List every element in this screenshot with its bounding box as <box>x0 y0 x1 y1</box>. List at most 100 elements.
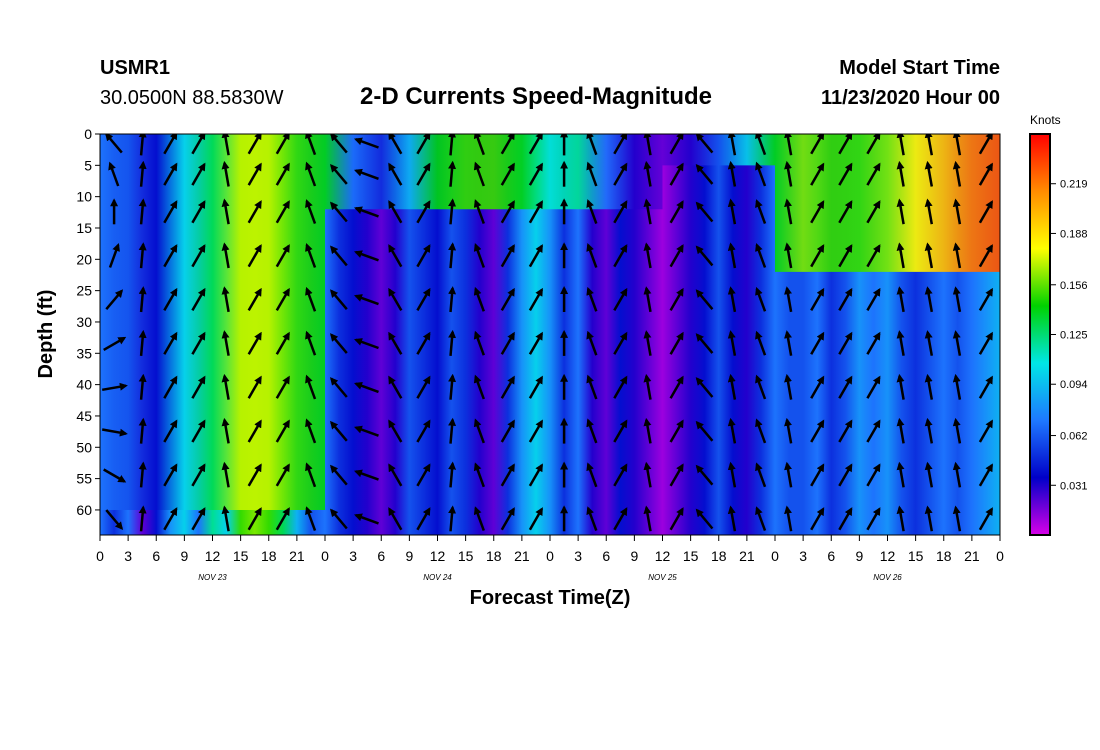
y-tick-label: 50 <box>76 439 92 455</box>
current-vector <box>247 419 262 443</box>
current-vector <box>924 242 934 269</box>
current-vector <box>613 463 628 487</box>
current-vector <box>528 331 543 355</box>
current-vector <box>755 286 767 312</box>
current-vector <box>416 134 431 155</box>
current-vector <box>695 333 714 354</box>
current-vector <box>388 200 403 224</box>
current-vector <box>105 289 124 311</box>
current-vector <box>952 373 962 400</box>
current-vector <box>643 461 652 488</box>
current-vector <box>103 336 127 351</box>
current-vector <box>191 287 206 312</box>
current-vector <box>500 331 515 355</box>
colorbar-tick-label: 0.188 <box>1060 228 1088 240</box>
x-tick-label: 0 <box>546 548 554 564</box>
current-vector <box>896 160 905 187</box>
current-vector <box>163 331 178 355</box>
current-vector <box>643 134 652 156</box>
current-vector <box>221 286 230 313</box>
current-vector <box>305 199 317 225</box>
current-vector <box>952 286 962 313</box>
y-tick-label: 0 <box>84 126 92 142</box>
current-vector <box>163 244 178 268</box>
current-vector <box>330 377 348 398</box>
current-vector <box>473 330 485 356</box>
current-vector <box>978 463 993 487</box>
current-vector <box>586 418 598 444</box>
x-tick-label: 21 <box>514 548 530 564</box>
current-vector <box>838 287 853 312</box>
y-tick-label: 60 <box>76 502 92 518</box>
current-vector <box>138 417 147 444</box>
current-vector <box>755 506 767 532</box>
current-vector <box>669 162 684 186</box>
current-vector <box>500 507 515 531</box>
current-vector <box>695 134 714 154</box>
current-vector <box>163 134 178 155</box>
current-vector <box>810 162 825 186</box>
x-tick-label: 12 <box>880 548 896 564</box>
current-vector <box>586 199 598 225</box>
current-vector <box>810 507 825 531</box>
current-vector <box>727 505 737 532</box>
current-vector <box>669 287 684 312</box>
colorbar-tick-label: 0.031 <box>1060 480 1088 492</box>
current-vector <box>191 244 206 268</box>
current-vector <box>952 461 962 488</box>
x-tick-label: 0 <box>996 548 1004 564</box>
current-vector <box>727 330 737 356</box>
current-vector <box>416 200 431 224</box>
current-vector <box>896 373 905 400</box>
current-vector <box>305 374 317 400</box>
current-vector <box>810 200 825 224</box>
current-vector <box>586 374 598 400</box>
x-tick-label: 0 <box>321 548 329 564</box>
x-tick-label: 15 <box>458 548 474 564</box>
current-vector <box>784 242 793 269</box>
current-vector <box>138 461 147 488</box>
colorbar-tick-label: 0.156 <box>1060 280 1088 292</box>
current-vector <box>275 419 290 443</box>
current-vector <box>388 162 403 186</box>
current-vector <box>669 134 684 155</box>
x-tick-label: 12 <box>655 548 671 564</box>
current-vector <box>695 201 714 223</box>
current-vector <box>416 463 431 487</box>
current-vector <box>105 134 123 154</box>
current-vector <box>330 201 348 223</box>
current-vector <box>784 461 793 488</box>
current-vector <box>163 463 178 487</box>
current-vector <box>952 198 962 225</box>
x-tick-label: 3 <box>799 548 807 564</box>
current-vector <box>810 287 825 312</box>
colorbar-units: Knots <box>1030 113 1061 127</box>
current-vector <box>354 469 379 481</box>
current-vector <box>191 134 206 155</box>
current-vector <box>784 286 793 313</box>
x-tick-label: 12 <box>430 548 446 564</box>
current-vector <box>866 419 881 443</box>
model-start-value: 11/23/2020 Hour 00 <box>820 87 1000 109</box>
current-vector <box>354 294 379 306</box>
current-vector <box>866 134 881 155</box>
current-vector <box>669 507 684 531</box>
current-vector <box>388 287 403 312</box>
current-vector <box>586 161 598 187</box>
current-vector <box>838 244 853 268</box>
current-vector <box>354 425 379 437</box>
current-vector <box>163 507 178 531</box>
current-vector <box>191 331 206 355</box>
current-vector <box>896 505 905 532</box>
x-tick-label: 15 <box>908 548 924 564</box>
current-vector <box>305 418 317 444</box>
current-vector <box>810 331 825 355</box>
current-vector <box>500 463 515 487</box>
current-vector <box>221 373 230 400</box>
current-vector <box>473 506 485 532</box>
current-vector <box>330 134 348 154</box>
current-vector <box>388 507 403 531</box>
current-vector <box>305 330 317 356</box>
current-vector <box>528 463 543 487</box>
current-vector <box>784 417 793 444</box>
